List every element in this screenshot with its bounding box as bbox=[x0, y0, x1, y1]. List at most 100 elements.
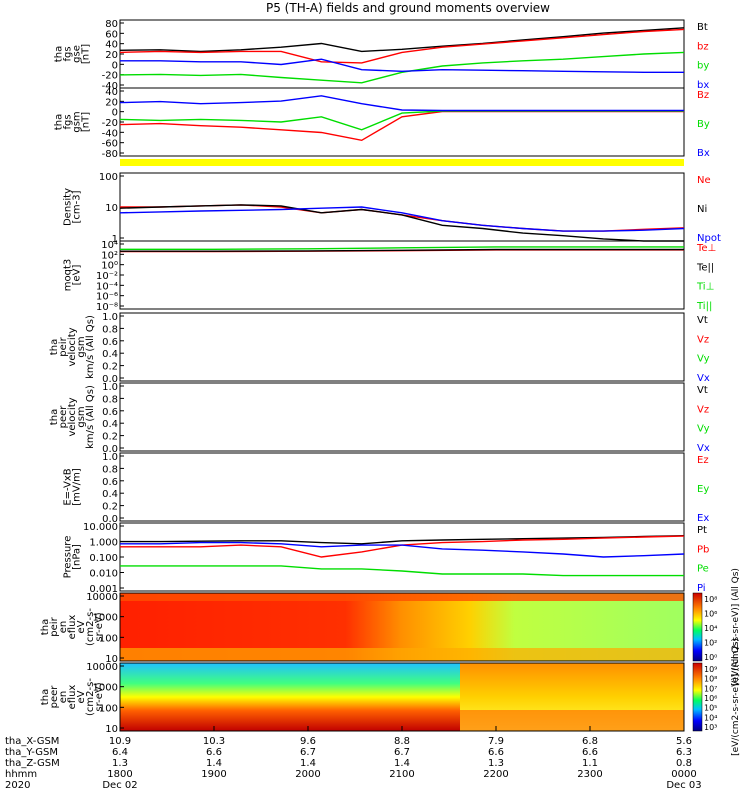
y-axis-label-line: [nT] bbox=[81, 44, 92, 64]
x-tick-label: 2000 bbox=[295, 769, 320, 780]
legend-label: Bx bbox=[697, 148, 710, 159]
x-tick-label: 1.4 bbox=[206, 758, 222, 769]
y-axis-label-line: eflux bbox=[67, 685, 78, 710]
y-tick-label: 10² bbox=[101, 250, 118, 261]
legend-label: Bz bbox=[697, 90, 709, 101]
y-tick-label: 0.8 bbox=[102, 394, 118, 405]
y-axis-label-line: sr-eV) bbox=[94, 682, 105, 711]
y-axis-label: E=-VxB[mV/m] bbox=[63, 468, 83, 506]
series-line bbox=[119, 95, 684, 112]
y-tick-label: -20 bbox=[102, 118, 118, 129]
x-tick-label: 2300 bbox=[577, 769, 602, 780]
y-axis-label-line: gsm bbox=[76, 336, 87, 357]
panel-frame bbox=[119, 87, 685, 157]
x-tick-label: Dec 03 bbox=[666, 780, 701, 791]
x-tick-label: 10.9 bbox=[109, 736, 131, 747]
y-tick-label: 0.6 bbox=[102, 407, 118, 418]
y-axis-label-line: tha bbox=[54, 46, 65, 62]
x-axis-row-label: tha_X-GSM bbox=[5, 736, 59, 747]
legend-label: Vy bbox=[697, 354, 710, 365]
panel-peir-spectrogram bbox=[119, 592, 703, 662]
y-tick-label: 0.100 bbox=[89, 553, 118, 564]
legend-label: Vx bbox=[697, 373, 710, 384]
legend-label: Pi bbox=[697, 583, 706, 594]
series-line bbox=[120, 248, 684, 252]
y-axis-label-line: Density bbox=[63, 188, 74, 226]
y-axis-label-line: gsm bbox=[76, 406, 87, 427]
series-line bbox=[120, 204, 685, 232]
series-line bbox=[119, 51, 685, 84]
legend-label: Bt bbox=[697, 22, 708, 33]
y-axis-label-line: eV bbox=[76, 620, 87, 633]
y-axis-label-line: eflux bbox=[67, 615, 78, 640]
y-axis-label-line: peer bbox=[49, 685, 60, 709]
series-line bbox=[120, 535, 685, 545]
y-axis-label-line: velocity bbox=[67, 397, 78, 436]
x-tick-label: 9.6 bbox=[300, 736, 316, 747]
y-tick-label: 10000 bbox=[86, 662, 118, 673]
legend-label: Ti⊥ bbox=[696, 282, 714, 293]
x-tick-label: 6.7 bbox=[394, 747, 410, 758]
x-tick-label: 7.9 bbox=[488, 736, 504, 747]
series-line bbox=[119, 27, 685, 53]
y-axis-label-line: (cm2-s- bbox=[85, 678, 96, 716]
panel-frame bbox=[119, 452, 685, 522]
spectrogram-top-band bbox=[120, 593, 684, 601]
y-axis-label-line: [cm-3] bbox=[72, 190, 83, 223]
legend-label: Pt bbox=[697, 525, 707, 536]
series-line bbox=[120, 565, 684, 577]
y-tick-label: 1.0 bbox=[102, 312, 118, 323]
y-axis-label-line: fgs bbox=[63, 46, 74, 61]
y-tick-label: 10.000 bbox=[83, 522, 118, 533]
x-tick-label: 1.3 bbox=[488, 758, 504, 769]
colorbar bbox=[692, 592, 703, 662]
y-tick-label: 10⁻⁶ bbox=[96, 292, 118, 303]
colorbar-tick-label: 10⁶ bbox=[704, 610, 717, 619]
panel-fgs-gse bbox=[119, 19, 685, 89]
panel-fgs-gsm bbox=[119, 87, 685, 157]
series-line bbox=[119, 110, 684, 142]
panel-frame bbox=[119, 382, 685, 452]
series-line bbox=[120, 246, 684, 250]
y-tick-label: 100 bbox=[99, 172, 118, 183]
colorbar-tick-label: 10⁰ bbox=[704, 653, 717, 662]
y-tick-label: 10⁴ bbox=[101, 240, 118, 251]
x-tick-label: 1.1 bbox=[582, 758, 598, 769]
y-tick-label: 60 bbox=[105, 29, 118, 40]
y-axis-label: Density[cm-3] bbox=[63, 188, 83, 226]
y-tick-label: 100 bbox=[99, 633, 118, 644]
y-tick-label: 0.001 bbox=[89, 584, 118, 595]
y-tick-label: 0.4 bbox=[102, 419, 118, 430]
y-tick-label: 1 bbox=[112, 234, 118, 245]
y-tick-label: 10 bbox=[105, 203, 118, 214]
x-tick-label: 1900 bbox=[201, 769, 226, 780]
colorbar-tick-label: 10⁸ bbox=[704, 675, 717, 684]
y-axis-label: thafgsgse[nT] bbox=[54, 44, 92, 64]
y-tick-label: 0.0 bbox=[102, 514, 118, 525]
y-tick-label: -80 bbox=[102, 149, 118, 160]
colorbar-tick-label: 10⁹ bbox=[704, 665, 717, 674]
legend-label: by bbox=[697, 61, 709, 72]
y-tick-label: 0.6 bbox=[102, 337, 118, 348]
y-axis-label-line: en bbox=[58, 691, 69, 704]
y-axis-label-line: tha bbox=[49, 409, 60, 425]
y-tick-label: 80 bbox=[105, 19, 118, 30]
y-axis-label-line: km/s (All Qs) bbox=[85, 385, 96, 449]
y-axis-label-line: peir bbox=[58, 336, 69, 356]
y-tick-label: 10⁻⁴ bbox=[96, 281, 118, 292]
y-axis-label: thafgsgsm[nT] bbox=[54, 111, 92, 132]
y-tick-label: 0.2 bbox=[102, 432, 118, 443]
y-tick-label: 0.8 bbox=[102, 464, 118, 475]
y-axis-label: thapeervelocitygsmkm/s (All Qs) bbox=[49, 385, 96, 449]
panel-peer-spectrogram bbox=[119, 662, 703, 732]
legend-label: Te|| bbox=[696, 262, 714, 273]
y-axis-label-line: Pressure bbox=[63, 536, 74, 579]
y-axis-label-line: fgs bbox=[63, 114, 74, 129]
colorbar-tick-label: 10⁷ bbox=[704, 684, 717, 693]
series-line bbox=[119, 206, 685, 232]
y-tick-label: 0.2 bbox=[102, 362, 118, 373]
y-tick-label: -40 bbox=[102, 128, 118, 139]
x-axis-row-label: 2020 bbox=[5, 780, 30, 791]
series-line bbox=[120, 535, 685, 558]
